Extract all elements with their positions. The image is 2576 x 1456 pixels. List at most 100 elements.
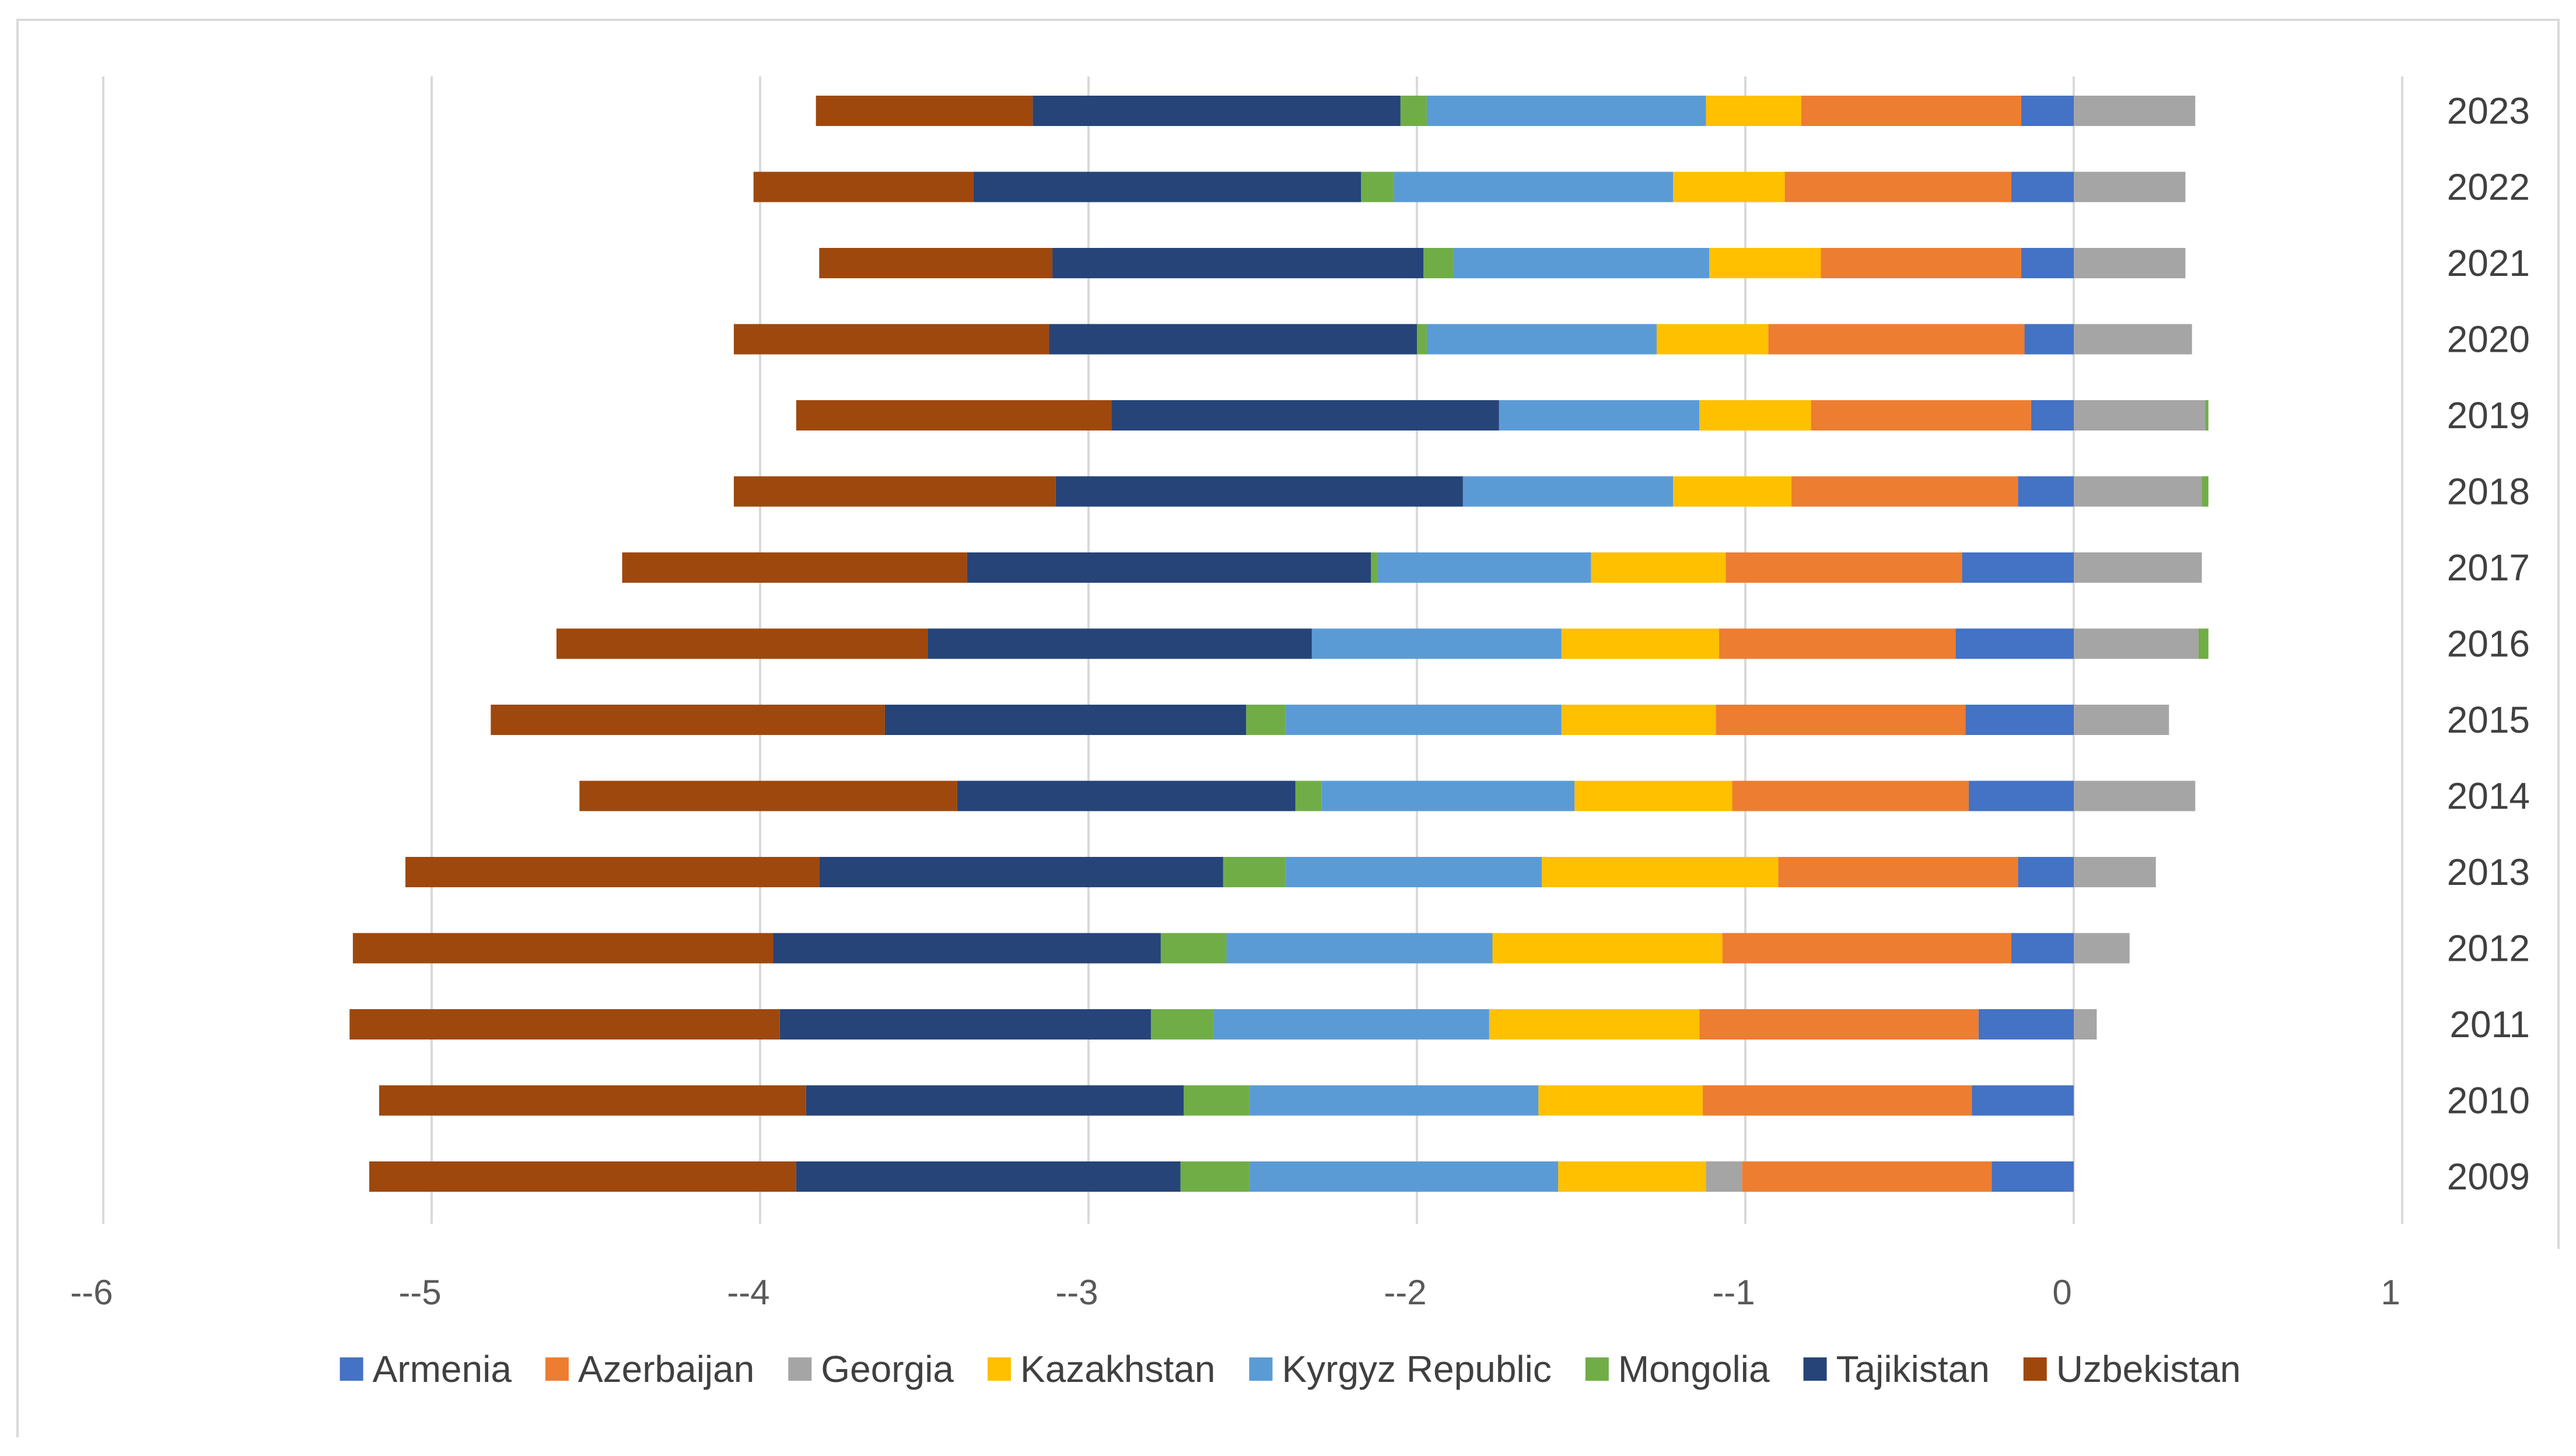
x-tick-label-3: --3 xyxy=(1055,1273,1098,1312)
bar-mongolia-2019 xyxy=(2205,400,2208,430)
bar-kyrgyz-republic-2016 xyxy=(1311,628,1562,659)
bar-azerbaijan-2018 xyxy=(1791,476,2018,507)
legend-swatch-kazakhstan xyxy=(988,1357,1012,1381)
bar-uzbekistan-2013 xyxy=(405,857,820,887)
category-label-2019: 2019 xyxy=(2447,394,2530,436)
bar-kazakhstan-2022 xyxy=(1673,172,1785,202)
bar-uzbekistan-2015 xyxy=(491,705,885,735)
axis-label-strip xyxy=(19,1249,2562,1440)
bar-azerbaijan-2023 xyxy=(1801,96,2021,126)
bar-mongolia-2017 xyxy=(1371,552,1378,583)
bar-tajikistan-2012 xyxy=(773,933,1161,964)
bar-armenia-2018 xyxy=(2018,476,2074,507)
bar-azerbaijan-2020 xyxy=(1768,324,2025,355)
bar-mongolia-2014 xyxy=(1295,780,1322,811)
bar-kazakhstan-2012 xyxy=(1492,933,1723,964)
category-label-2012: 2012 xyxy=(2447,928,2530,970)
bar-mongolia-2011 xyxy=(1150,1009,1213,1040)
legend-label-mongolia: Mongolia xyxy=(1618,1348,1770,1390)
bar-uzbekistan-2016 xyxy=(556,628,928,659)
bar-armenia-2015 xyxy=(1965,705,2074,735)
bar-georgia-2023 xyxy=(2074,96,2196,126)
bar-kyrgyz-republic-2021 xyxy=(1452,248,1710,278)
bar-georgia-2016 xyxy=(2074,628,2199,659)
x-tick-label-0: --6 xyxy=(70,1273,113,1312)
bar-azerbaijan-2010 xyxy=(1702,1085,1972,1116)
bar-kyrgyz-republic-2011 xyxy=(1213,1009,1489,1040)
legend-swatch-kyrgyz-republic xyxy=(1249,1357,1273,1381)
bar-kazakhstan-2021 xyxy=(1709,248,1821,278)
category-label-2018: 2018 xyxy=(2447,471,2530,513)
legend-label-georgia: Georgia xyxy=(821,1348,954,1390)
bar-azerbaijan-2015 xyxy=(1716,705,1966,735)
bar-armenia-2010 xyxy=(1972,1085,2074,1116)
legend-swatch-mongolia xyxy=(1585,1357,1609,1381)
bar-mongolia-2009 xyxy=(1180,1161,1250,1192)
bar-kyrgyz-republic-2019 xyxy=(1499,400,1700,430)
bar-kazakhstan-2013 xyxy=(1541,857,1779,887)
category-label-2021: 2021 xyxy=(2447,242,2530,284)
bar-uzbekistan-2009 xyxy=(369,1161,796,1192)
legend-label-armenia: Armenia xyxy=(373,1348,512,1390)
category-label-2013: 2013 xyxy=(2447,851,2530,893)
bar-mongolia-2020 xyxy=(1417,324,1427,355)
bar-tajikistan-2014 xyxy=(957,780,1296,811)
bar-tajikistan-2018 xyxy=(1055,476,1463,507)
bar-georgia-2015 xyxy=(2074,705,2169,735)
bar-georgia-2020 xyxy=(2074,324,2192,355)
bar-mongolia-2023 xyxy=(1400,96,1427,126)
bar-georgia-2014 xyxy=(2074,780,2196,811)
x-tick-label-5: --1 xyxy=(1712,1273,1755,1312)
x-tick-label-2: --4 xyxy=(727,1273,769,1312)
bar-tajikistan-2023 xyxy=(1032,96,1401,126)
bar-azerbaijan-2013 xyxy=(1778,857,2018,887)
legend-swatch-azerbaijan xyxy=(545,1357,569,1381)
bar-kyrgyz-republic-2015 xyxy=(1285,705,1562,735)
bar-tajikistan-2021 xyxy=(1052,248,1424,278)
bar-kazakhstan-2009 xyxy=(1558,1161,1706,1192)
x-tick-label-4: --2 xyxy=(1384,1273,1426,1312)
bar-kyrgyz-republic-2020 xyxy=(1426,324,1657,355)
bar-armenia-2012 xyxy=(2011,933,2074,964)
bar-armenia-2021 xyxy=(2021,248,2074,278)
bar-armenia-2017 xyxy=(1962,552,2074,583)
bar-kazakhstan-2011 xyxy=(1489,1009,1700,1040)
chart-container: 2023 2022 2021 2020 2019 2018 2017 2016 2015 2014… xyxy=(16,19,2562,1440)
bar-georgia-2018 xyxy=(2074,476,2202,507)
bar-kazakhstan-2018 xyxy=(1673,476,1791,507)
bar-kyrgyz-republic-2009 xyxy=(1249,1161,1559,1192)
x-tick-label-7: 1 xyxy=(2381,1273,2400,1312)
bar-mongolia-2013 xyxy=(1223,857,1286,887)
bar-kazakhstan-2015 xyxy=(1561,705,1716,735)
bar-azerbaijan-2022 xyxy=(1784,172,2012,202)
bar-georgia-2022 xyxy=(2074,172,2186,202)
category-label-2011: 2011 xyxy=(2449,1003,2530,1045)
legend-label-uzbekistan: Uzbekistan xyxy=(2056,1348,2241,1390)
bar-tajikistan-2009 xyxy=(796,1161,1181,1192)
bar-kazakhstan-2019 xyxy=(1699,400,1811,430)
bar-georgia-2009 xyxy=(1706,1161,1742,1192)
legend-swatch-armenia xyxy=(340,1357,363,1381)
bar-mongolia-2015 xyxy=(1246,705,1286,735)
bar-armenia-2014 xyxy=(1968,780,2074,811)
bar-kyrgyz-republic-2022 xyxy=(1394,172,1674,202)
bar-tajikistan-2017 xyxy=(967,552,1371,583)
bar-tajikistan-2015 xyxy=(884,705,1247,735)
bar-uzbekistan-2022 xyxy=(753,172,974,202)
bar-uzbekistan-2020 xyxy=(733,324,1049,355)
category-label-2023: 2023 xyxy=(2447,90,2530,132)
bar-uzbekistan-2011 xyxy=(349,1009,780,1040)
bar-tajikistan-2010 xyxy=(806,1085,1184,1116)
bar-kazakhstan-2010 xyxy=(1538,1085,1703,1116)
legend-label-azerbaijan: Azerbaijan xyxy=(578,1348,754,1390)
bar-mongolia-2022 xyxy=(1361,172,1394,202)
bar-tajikistan-2011 xyxy=(779,1009,1151,1040)
bar-kyrgyz-republic-2018 xyxy=(1462,476,1674,507)
bar-georgia-2019 xyxy=(2074,400,2206,430)
bar-mongolia-2021 xyxy=(1423,248,1453,278)
category-label-2014: 2014 xyxy=(2447,775,2530,817)
bar-uzbekistan-2012 xyxy=(352,933,774,964)
category-label-2015: 2015 xyxy=(2447,699,2530,741)
bar-azerbaijan-2016 xyxy=(1718,628,1956,659)
bar-azerbaijan-2017 xyxy=(1726,552,1962,583)
